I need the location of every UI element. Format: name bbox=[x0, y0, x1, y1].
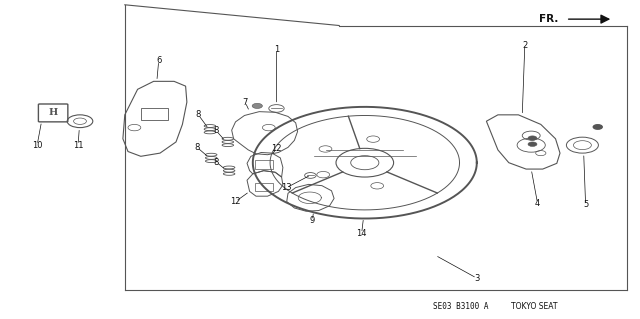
Text: 8: 8 bbox=[196, 110, 201, 119]
Text: 5: 5 bbox=[583, 200, 588, 209]
Text: 8: 8 bbox=[214, 158, 219, 167]
Circle shape bbox=[252, 103, 262, 108]
Bar bbox=[255, 160, 273, 169]
Text: 3: 3 bbox=[474, 274, 479, 283]
Circle shape bbox=[528, 136, 537, 140]
Text: 7: 7 bbox=[243, 98, 248, 107]
Text: FR.: FR. bbox=[539, 14, 558, 24]
Text: 13: 13 bbox=[282, 183, 292, 192]
Text: 8: 8 bbox=[214, 126, 219, 135]
Text: 8: 8 bbox=[195, 143, 200, 152]
Text: 4: 4 bbox=[535, 199, 540, 208]
Text: 10: 10 bbox=[32, 141, 42, 150]
Text: 12: 12 bbox=[230, 197, 241, 206]
Text: SE03 B3100 A: SE03 B3100 A bbox=[433, 302, 488, 311]
Text: TOKYO SEAT: TOKYO SEAT bbox=[511, 302, 557, 311]
Text: 9: 9 bbox=[310, 216, 315, 225]
Circle shape bbox=[593, 125, 602, 129]
Text: 14: 14 bbox=[356, 229, 367, 238]
Text: 12: 12 bbox=[271, 144, 282, 153]
Text: 11: 11 bbox=[73, 141, 83, 150]
Bar bbox=[255, 183, 273, 191]
Text: H: H bbox=[49, 108, 58, 117]
Text: 2: 2 bbox=[522, 41, 527, 50]
Bar bbox=[141, 108, 168, 120]
Text: 1: 1 bbox=[274, 45, 279, 54]
Text: 6: 6 bbox=[156, 56, 161, 65]
Circle shape bbox=[528, 142, 537, 146]
